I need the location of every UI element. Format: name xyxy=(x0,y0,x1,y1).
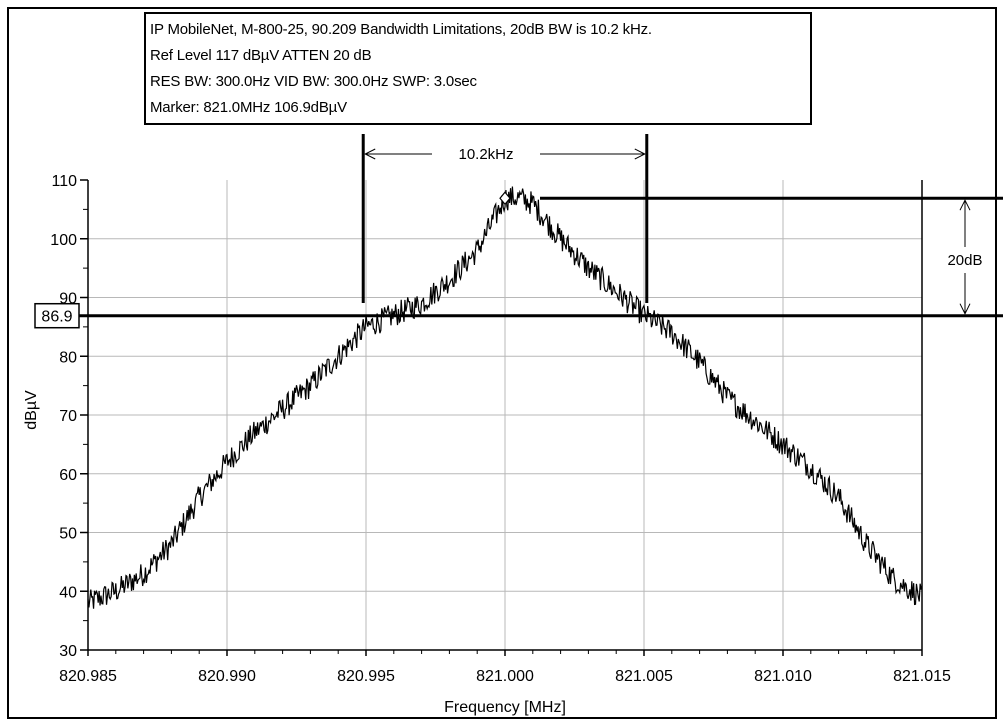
y-tick-label: 40 xyxy=(59,584,77,601)
info-ref-level-line: Ref Level 117 dBµV ATTEN 20 dB xyxy=(150,47,372,64)
x-tick-label: 820.995 xyxy=(337,668,395,685)
axes xyxy=(80,179,923,656)
grid-lines xyxy=(88,180,922,650)
info-bandwidth-line: RES BW: 300.0Hz VID BW: 300.0Hz SWP: 3.0… xyxy=(150,73,477,90)
level-label-box xyxy=(34,302,80,329)
bandwidth-arrowhead-left xyxy=(364,148,376,160)
y-axis-title: dBµV xyxy=(23,390,40,430)
y-tick-label: 60 xyxy=(59,467,77,484)
x-tick-label: 821.010 xyxy=(754,668,812,685)
y-tick-label: 50 xyxy=(59,526,77,543)
tick-labels: 820.985 820.990 820.995 821.000 821.005 821.0… xyxy=(50,173,951,685)
x-tick-label: 821.005 xyxy=(615,668,673,685)
y-tick-label: 80 xyxy=(59,349,77,366)
bandwidth-label: 10.2kHz xyxy=(458,146,513,163)
measurement-info-box: IP MobileNet, M-800-25, 90.209 Bandwidth… xyxy=(144,12,812,125)
delta-arrowhead-bottom xyxy=(959,303,971,315)
delta-arrowhead-top xyxy=(959,199,971,211)
x-tick-label: 821.015 xyxy=(893,668,951,685)
spectrum-trace xyxy=(87,186,923,609)
x-tick-label: 821.000 xyxy=(476,668,534,685)
chart-frame xyxy=(7,7,997,719)
x-tick-label: 820.990 xyxy=(198,668,256,685)
x-tick-label: 820.985 xyxy=(59,668,117,685)
x-axis-title: Frequency [MHz] xyxy=(444,699,566,716)
trace-series xyxy=(87,186,923,609)
annotations: 10.2kHz 20dB 86.9 xyxy=(34,134,1003,329)
y-tick-label: 100 xyxy=(50,232,77,249)
info-title-line: IP MobileNet, M-800-25, 90.209 Bandwidth… xyxy=(150,21,652,38)
y-tick-label: 30 xyxy=(59,643,77,660)
y-tick-label: 110 xyxy=(51,173,77,190)
info-marker-line: Marker: 821.0MHz 106.9dBµV xyxy=(150,99,347,116)
peak-marker xyxy=(499,191,511,206)
bandwidth-arrowhead-right xyxy=(634,148,646,160)
delta-label: 20dB xyxy=(947,252,982,269)
level-label: 86.9 xyxy=(41,309,72,326)
y-tick-label: 70 xyxy=(59,408,77,425)
